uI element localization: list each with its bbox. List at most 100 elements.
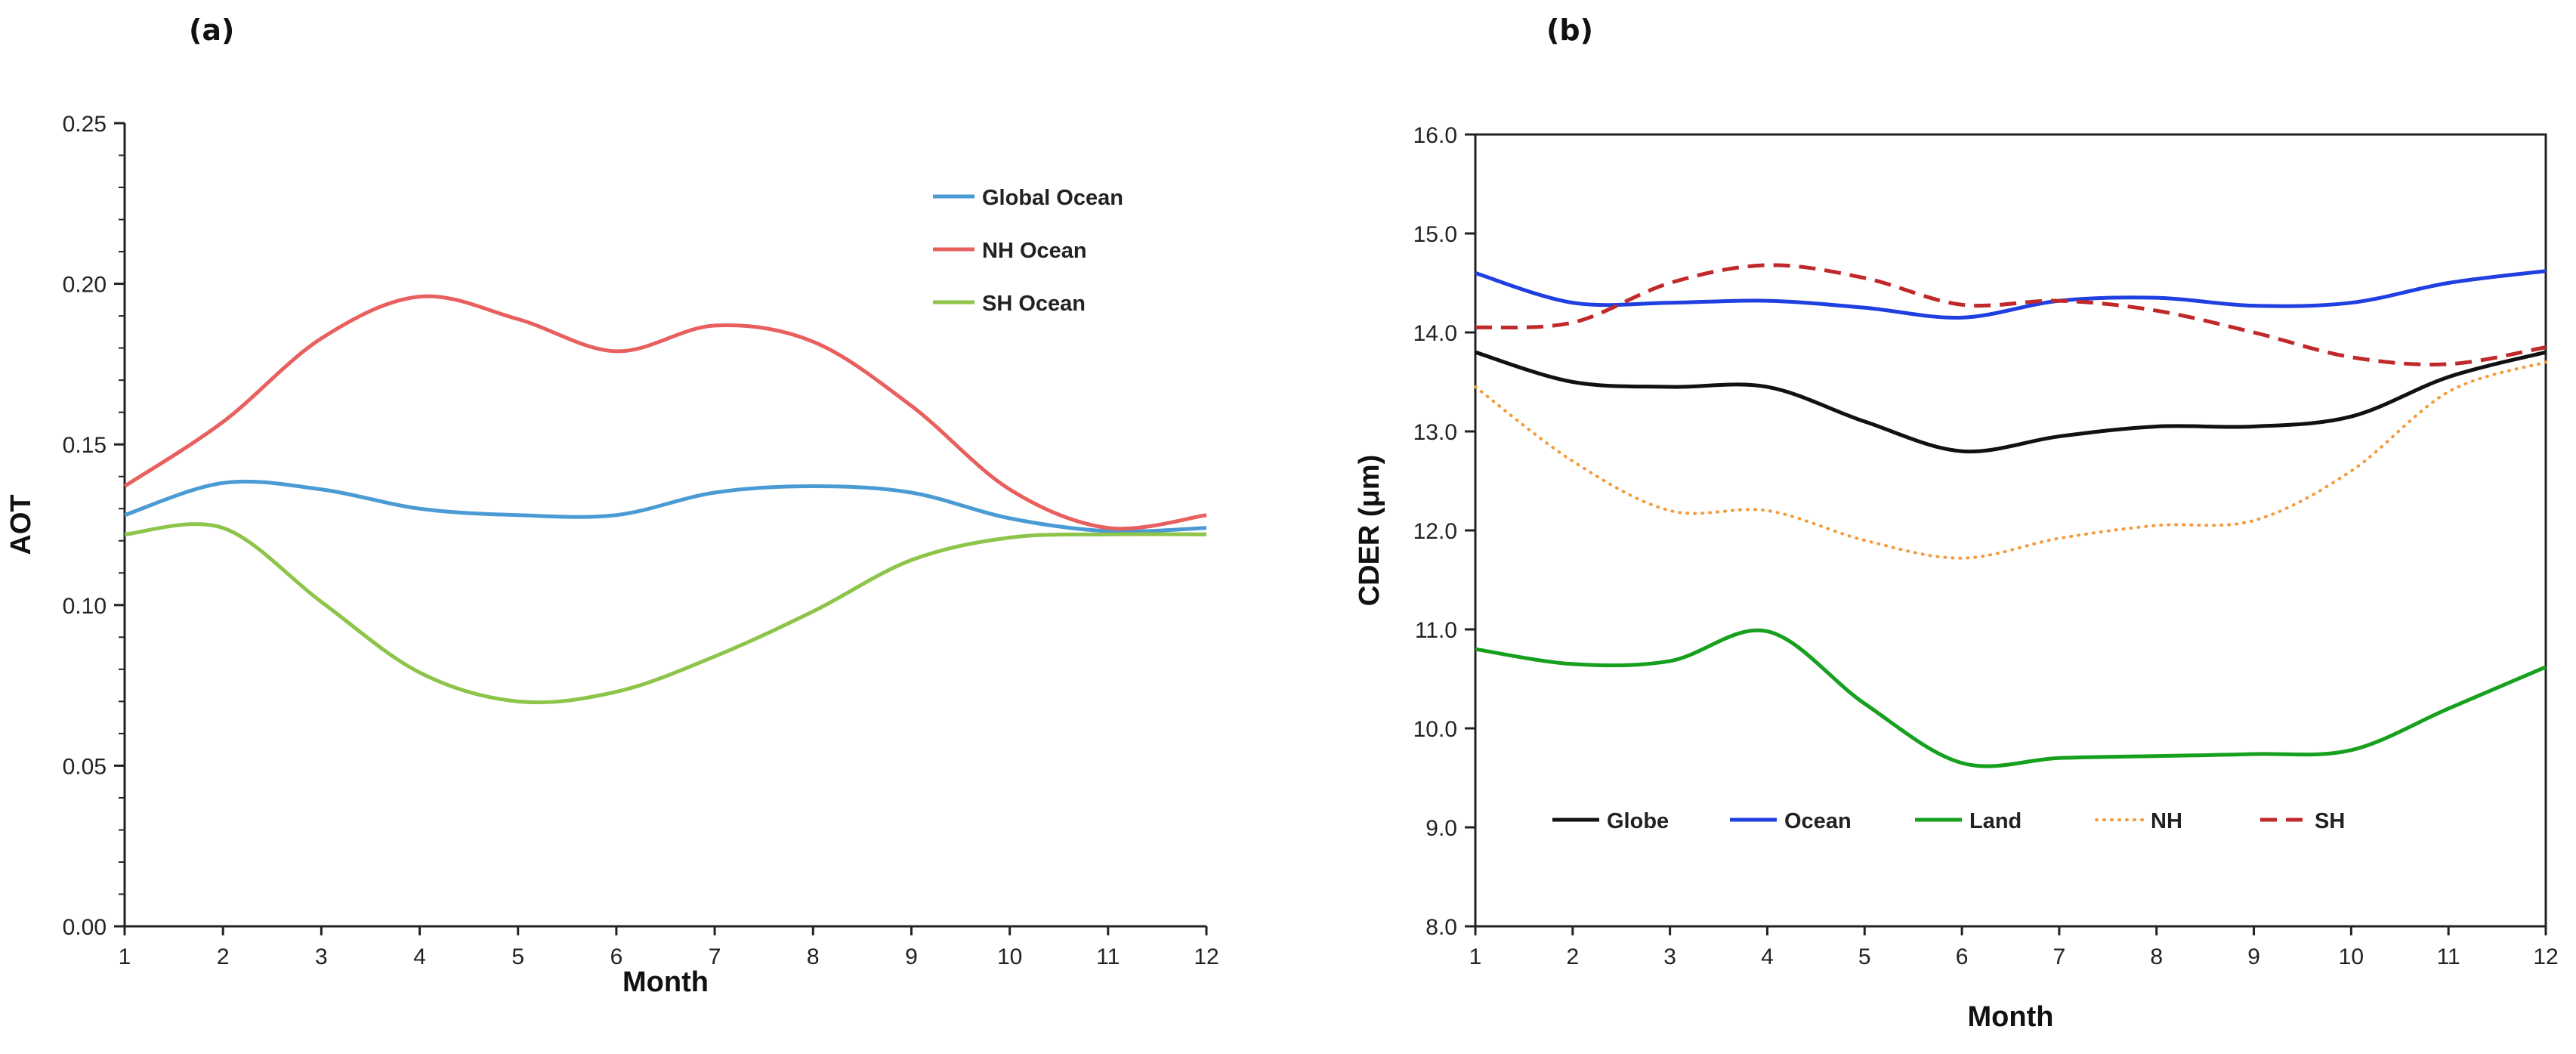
- x-tick-label: 1: [1469, 944, 1482, 969]
- plot-frame: [1474, 133, 2547, 928]
- data-point-land: [2546, 666, 2547, 667]
- x-tick-label: 1: [119, 944, 131, 969]
- y-tick-label: 8.0: [1425, 915, 1457, 940]
- data-point-globe: [2546, 352, 2547, 353]
- y-tick-label: 15.0: [1413, 222, 1457, 247]
- cder-chart: 8.09.010.011.012.013.014.015.016.01 2 3 4 5 6…: [1354, 123, 2559, 1033]
- y-tick-label: 10.0: [1413, 717, 1457, 742]
- legend-label: Land: [1969, 809, 2022, 833]
- y-axis-title: AOT: [5, 494, 37, 555]
- data-point-land: [2448, 708, 2449, 709]
- data-point-sh: [1864, 277, 1865, 278]
- x-tick-label: 3: [1663, 944, 1676, 969]
- data-point-sh-ocean: [1107, 534, 1108, 535]
- data-point-land: [1767, 631, 1768, 632]
- data-point-ocean: [2351, 302, 2352, 303]
- x-tick-label: 11: [2437, 944, 2460, 969]
- data-point-land: [1475, 649, 1476, 650]
- series-line-sh-ocean: [124, 522, 1207, 705]
- data-point-nh: [2253, 520, 2254, 521]
- data-point-globe: [1864, 421, 1865, 422]
- y-tick-label: 0.05: [63, 754, 107, 779]
- data-point-sh-ocean: [911, 560, 912, 561]
- data-point-global-ocean: [1107, 531, 1108, 532]
- data-point-ocean: [2546, 270, 2547, 271]
- legend-label: Ocean: [1784, 809, 1852, 833]
- data-point-nh: [2546, 362, 2547, 363]
- data-point-nh: [1572, 461, 1573, 462]
- x-tick-label: 4: [413, 944, 426, 969]
- x-tick-label: 5: [1858, 944, 1871, 969]
- x-tick-label: 7: [709, 944, 721, 969]
- x-axis-title: Month: [1968, 1001, 2054, 1033]
- data-point-global-ocean: [419, 508, 420, 509]
- x-tick-label: 7: [2053, 944, 2066, 969]
- data-point-sh: [1962, 304, 1963, 305]
- data-point-globe: [2448, 376, 2449, 377]
- data-point-globe: [2253, 426, 2254, 427]
- y-tick-label: 0.00: [63, 915, 107, 940]
- x-tick-label: 9: [2247, 944, 2260, 969]
- y-tick-label: 13.0: [1413, 420, 1457, 445]
- legend-label: SH: [2315, 809, 2345, 833]
- data-point-global-ocean: [223, 483, 224, 484]
- series-line-sh: [1475, 263, 2547, 366]
- y-tick-label: 0.25: [63, 112, 107, 137]
- y-tick-label: 0.10: [63, 594, 107, 619]
- data-point-globe: [1962, 451, 1963, 452]
- data-point-nh-ocean: [1009, 489, 1010, 490]
- x-tick-label: 2: [217, 944, 230, 969]
- data-point-ocean: [2253, 305, 2254, 306]
- data-point-globe: [1669, 387, 1670, 388]
- x-tick-label: 6: [1956, 944, 1969, 969]
- data-point-sh: [1572, 322, 1573, 323]
- panel-label-a: (a): [189, 14, 235, 47]
- data-point-land: [1962, 762, 1963, 763]
- y-tick-label: 14.0: [1413, 321, 1457, 346]
- legend-label: Globe: [1607, 809, 1669, 833]
- data-point-globe: [2156, 426, 2157, 427]
- data-point-sh-ocean: [419, 672, 420, 673]
- data-point-sh-ocean: [517, 701, 518, 702]
- data-point-sh: [2253, 332, 2254, 333]
- data-point-global-ocean: [1206, 527, 1207, 528]
- series-line-land: [1475, 628, 2547, 768]
- data-point-ocean: [1669, 302, 1670, 303]
- legend-label: NH Ocean: [982, 239, 1087, 263]
- legend-label: Global Ocean: [982, 186, 1123, 210]
- data-point-globe: [1475, 352, 1476, 353]
- data-point-global-ocean: [813, 486, 814, 487]
- x-tick-label: 5: [511, 944, 524, 969]
- data-point-nh: [2156, 525, 2157, 526]
- x-tick-label: 12: [2533, 944, 2558, 969]
- panel-a: (a) 0.00 0.05 0.10 0.15 0.20 0.25 1 2 3 4 5 6 7 8 9 10 1…: [5, 14, 1219, 998]
- data-point-sh: [2546, 347, 2547, 348]
- data-point-sh-ocean: [1206, 534, 1207, 535]
- data-point-global-ocean: [911, 492, 912, 493]
- y-tick-label: 11.0: [1415, 618, 1457, 643]
- data-point-nh-ocean: [517, 319, 518, 320]
- series-line-global-ocean: [124, 479, 1207, 533]
- x-tick-label: 2: [1566, 944, 1579, 969]
- x-tick-label: 6: [610, 944, 623, 969]
- x-tick-label: 8: [2150, 944, 2163, 969]
- panel-b: (b) 8.0 9.0 10.0 11.0 12.0 13.0 14.0 15.0 16.0 1 2…: [1288, 0, 2576, 1054]
- data-point-sh-ocean: [813, 611, 814, 612]
- y-tick-label: 0.20: [63, 273, 107, 298]
- data-point-land: [1864, 703, 1865, 704]
- y-tick-label: 0.15: [63, 433, 107, 458]
- x-tick-label: 10: [2339, 944, 2364, 969]
- x-tick-label: 9: [905, 944, 918, 969]
- legend-label: SH Ocean: [982, 292, 1086, 316]
- series-line-nh-ocean: [123, 294, 1207, 531]
- x-tick-label: 10: [997, 944, 1022, 969]
- data-point-sh: [1475, 327, 1476, 328]
- data-point-sh: [2448, 363, 2449, 364]
- data-point-nh-ocean: [1107, 527, 1108, 528]
- y-tick-label: 12.0: [1413, 519, 1457, 544]
- x-tick-label: 3: [315, 944, 328, 969]
- x-tick-label: 8: [807, 944, 820, 969]
- x-tick-label: 12: [1194, 944, 1219, 969]
- data-point-sh-ocean: [321, 601, 322, 602]
- data-point-sh-ocean: [1009, 537, 1010, 538]
